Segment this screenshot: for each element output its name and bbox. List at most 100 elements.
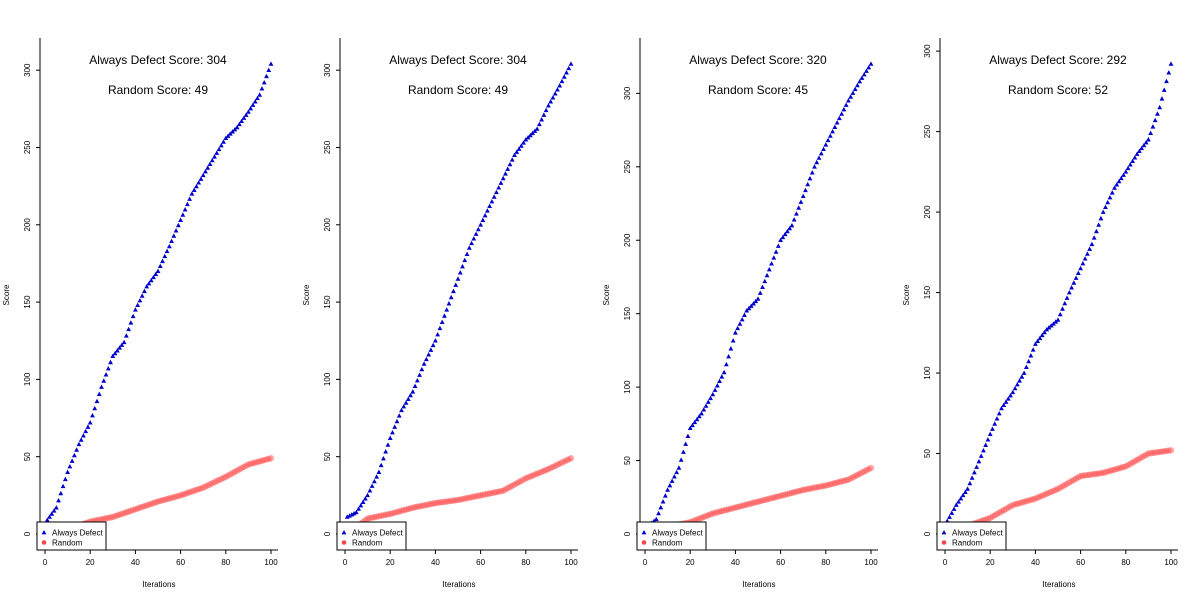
data-point-triangle — [71, 452, 77, 458]
data-point-triangle — [69, 458, 75, 463]
data-point-circle — [867, 464, 875, 472]
data-point-circle — [373, 513, 380, 520]
series-always-defect — [344, 61, 574, 519]
data-point-circle — [1127, 460, 1134, 468]
data-point-circle — [215, 476, 223, 484]
data-point-circle — [542, 466, 550, 474]
data-point-triangle — [521, 140, 526, 145]
data-point-circle — [702, 512, 710, 520]
x-tick-label: 0 — [643, 558, 648, 567]
data-point-triangle — [1166, 70, 1172, 75]
data-point-triangle — [261, 79, 267, 85]
data-point-triangle — [1033, 341, 1038, 346]
data-point-triangle — [512, 152, 517, 158]
data-point-circle — [1072, 475, 1080, 482]
data-point-triangle — [1066, 289, 1072, 295]
data-point-circle — [1111, 466, 1118, 473]
data-point-triangle — [207, 161, 213, 166]
data-point-triangle — [189, 191, 195, 196]
data-point-triangle — [433, 338, 438, 343]
data-point-triangle — [442, 313, 447, 318]
data-point-circle — [411, 504, 419, 511]
data-point-circle — [211, 479, 218, 486]
data-point-circle — [524, 474, 532, 481]
x-tick-label: 40 — [731, 558, 740, 567]
data-point-triangle — [371, 478, 377, 484]
data-point-circle — [477, 492, 484, 499]
data-point-circle — [788, 489, 796, 497]
y-tick-label: 0 — [923, 531, 932, 536]
data-point-circle — [448, 497, 455, 505]
data-point-circle — [1158, 448, 1166, 455]
data-point-circle — [1093, 470, 1100, 478]
data-point-triangle — [146, 280, 152, 286]
data-point-triangle — [996, 411, 1002, 416]
data-point-triangle — [1087, 246, 1093, 251]
data-point-triangle — [421, 361, 427, 366]
data-point-triangle — [160, 258, 165, 264]
data-point-triangle — [209, 157, 215, 163]
data-point-triangle — [1057, 311, 1063, 317]
data-point-triangle — [692, 419, 698, 425]
data-point-triangle — [818, 150, 824, 156]
data-point-circle — [538, 468, 545, 476]
data-point-circle — [382, 511, 389, 519]
data-point-circle — [781, 491, 789, 498]
data-point-circle — [865, 465, 872, 473]
data-point-circle — [800, 486, 807, 494]
data-point-triangle — [1103, 204, 1108, 210]
data-point-triangle — [1114, 182, 1120, 187]
data-point-circle — [793, 488, 800, 495]
data-point-triangle — [559, 78, 565, 84]
data-point-triangle — [839, 111, 845, 116]
data-point-triangle — [760, 284, 765, 290]
data-point-triangle — [471, 236, 477, 241]
data-point-triangle — [1096, 222, 1102, 227]
data-point-triangle — [1062, 300, 1068, 306]
data-point-circle — [204, 482, 211, 489]
data-point-triangle — [430, 342, 436, 348]
data-point-circle — [513, 480, 520, 487]
data-point-circle — [393, 508, 401, 516]
data-point-circle — [190, 487, 198, 494]
data-point-triangle — [399, 407, 404, 413]
data-point-circle — [441, 498, 448, 506]
y-tick-label: 200 — [623, 233, 632, 247]
data-point-triangle — [827, 133, 833, 138]
data-point-circle — [143, 502, 150, 509]
data-point-triangle — [1080, 260, 1086, 266]
data-point-triangle — [255, 95, 260, 101]
data-point-triangle — [142, 288, 147, 294]
data-point-triangle — [78, 437, 84, 442]
data-point-circle — [102, 515, 110, 522]
data-point-triangle — [457, 270, 463, 275]
data-point-circle — [1034, 494, 1041, 501]
data-point-triangle — [861, 71, 867, 77]
y-tick-label: 250 — [23, 140, 32, 154]
data-point-triangle — [105, 365, 111, 371]
data-point-circle — [1156, 448, 1163, 456]
data-point-circle — [854, 471, 861, 479]
data-point-triangle — [187, 196, 193, 201]
data-point-triangle — [376, 469, 382, 474]
data-point-circle — [1100, 469, 1107, 477]
data-point-triangle — [769, 261, 774, 266]
data-point-triangle — [47, 514, 52, 519]
data-point-triangle — [266, 67, 272, 72]
data-point-circle — [398, 507, 405, 515]
data-point-triangle — [951, 506, 957, 511]
data-point-triangle — [1139, 145, 1145, 151]
data-point-triangle — [1094, 228, 1099, 234]
data-point-triangle — [60, 483, 66, 489]
data-point-circle — [829, 480, 836, 487]
x-axis-title: Iterations — [143, 580, 176, 589]
data-point-circle — [766, 495, 773, 502]
data-point-circle — [495, 488, 502, 495]
data-point-triangle — [965, 486, 970, 491]
data-point-triangle — [451, 288, 456, 294]
data-point-triangle — [396, 413, 402, 418]
data-point-circle — [152, 499, 159, 506]
data-point-triangle — [1039, 332, 1045, 338]
legend-circle-icon — [941, 540, 947, 545]
data-point-triangle — [1021, 370, 1027, 375]
